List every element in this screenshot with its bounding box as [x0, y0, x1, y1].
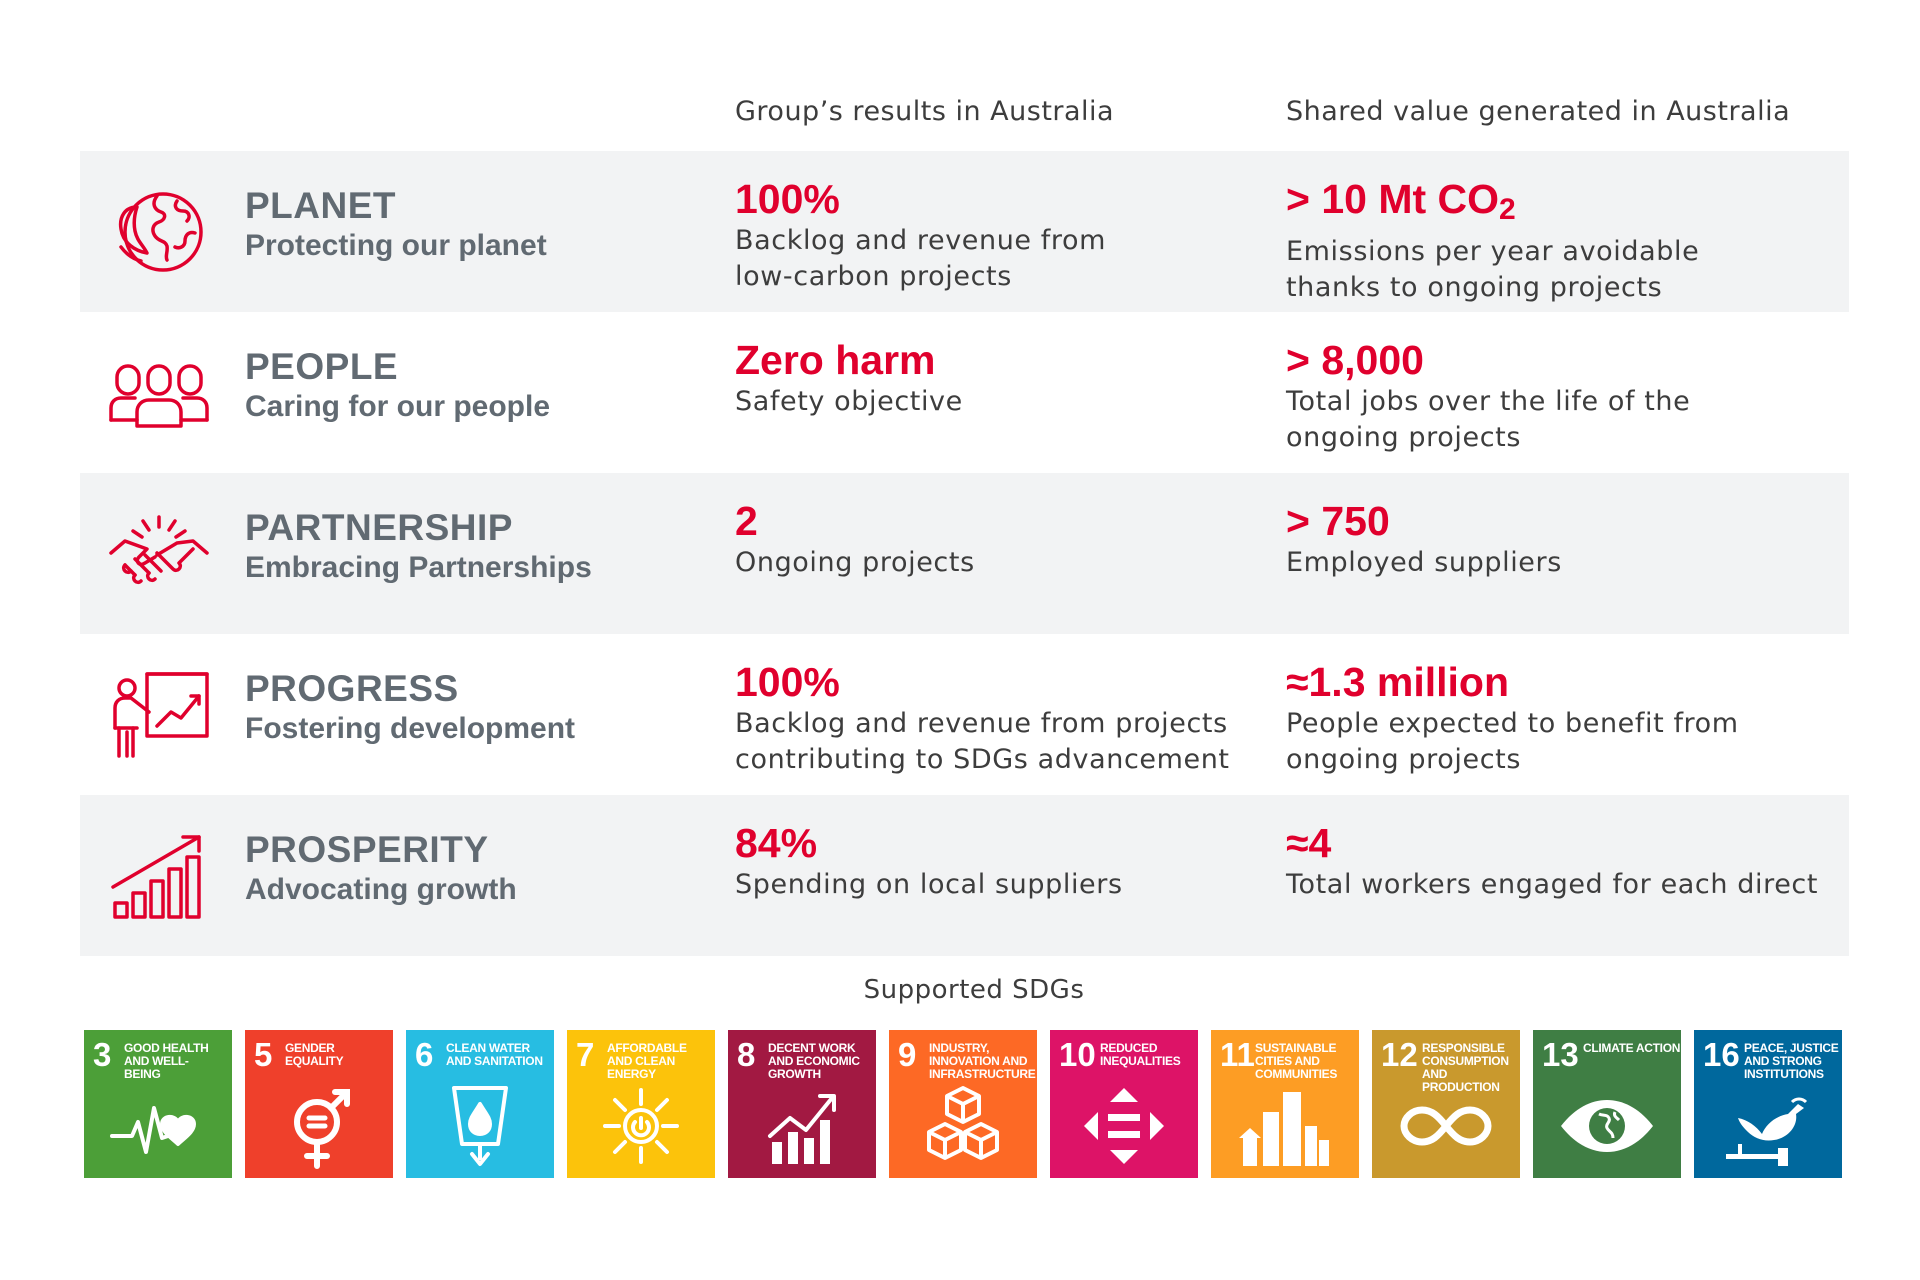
sun-power-icon — [603, 1088, 679, 1164]
shared-value-text: > 10 Mt CO — [1286, 176, 1500, 222]
sdg-number: 11 — [1220, 1036, 1255, 1073]
sdg-tile-13: 13 Climate action — [1533, 1030, 1681, 1178]
group-result-value: 100% — [735, 176, 840, 222]
sdg-number: 10 — [1059, 1036, 1096, 1073]
group-result: 84% Spending on local suppliers — [735, 819, 1255, 903]
sdg-tile-5: 5 Gender equality — [245, 1030, 393, 1178]
column-header-shared-value: Shared value generated in Australia — [1286, 96, 1791, 127]
sdg-label: Good health and well-being — [124, 1041, 209, 1081]
sdg-label: Reduced inequalities — [1100, 1041, 1181, 1068]
group-result-value: 100% — [735, 659, 840, 705]
group-result-desc: Safety objective — [735, 386, 963, 417]
gender-equality-icon — [294, 1089, 350, 1169]
sdg-tile-8: 8 Decent work and economic growth — [728, 1030, 876, 1178]
group-result-value: 84% — [735, 820, 818, 866]
shared-value: ≈1.3 million People expected to benefit … — [1286, 658, 1826, 778]
sdg-tile-3: 3 Good health and well-being — [84, 1030, 232, 1178]
pillar-title: PROGRESS — [245, 668, 459, 709]
growth-bars-icon — [768, 1094, 836, 1164]
equality-arrows-icon — [1084, 1088, 1164, 1164]
sdg-number: 9 — [898, 1036, 917, 1073]
water-drop-icon — [452, 1086, 508, 1166]
sdg-number: 3 — [93, 1036, 112, 1073]
pillar-subtitle: Caring for our people — [245, 390, 551, 423]
shared-value: ≈4 Total workers engaged for each direct — [1286, 819, 1826, 903]
group-result-desc: Ongoing projects — [735, 547, 975, 578]
group-result-desc: Spending on local suppliers — [735, 869, 1123, 900]
pillar-row-planet: PLANET Protecting our planet 100% Backlo… — [80, 151, 1849, 312]
group-result-value: 2 — [735, 498, 758, 544]
pillar-title: PROSPERITY — [245, 829, 489, 870]
sdg-number: 5 — [254, 1036, 273, 1073]
sdg-number: 16 — [1703, 1036, 1740, 1073]
sdg-number: 12 — [1381, 1036, 1418, 1073]
column-header-group-results: Group’s results in Australia — [735, 96, 1115, 127]
group-result: Zero harm Safety objective — [735, 336, 1255, 420]
heartbeat-icon — [110, 1106, 196, 1154]
planet-icon — [107, 187, 211, 277]
growth-chart-icon — [107, 831, 211, 921]
group-result-desc: Backlog and revenue from low-carbon proj… — [735, 225, 1107, 292]
presentation-icon — [107, 670, 211, 760]
group-result: 2 Ongoing projects — [735, 497, 1255, 581]
group-result: 100% Backlog and revenue from low-carbon… — [735, 175, 1255, 295]
shared-value-value: > 750 — [1286, 498, 1390, 544]
shared-value: > 750 Employed suppliers — [1286, 497, 1826, 581]
pillar-row-progress: PROGRESS Fostering development 100% Back… — [80, 634, 1849, 795]
shared-value-desc: Emissions per year avoidable thanks to o… — [1286, 236, 1700, 303]
sdg-caption: Supported SDGs — [863, 975, 1085, 1005]
shared-value: > 10 Mt CO2 Emissions per year avoidable… — [1286, 175, 1826, 306]
shared-value-subscript: 2 — [1499, 193, 1516, 226]
dove-gavel-icon — [1726, 1097, 1808, 1166]
pillar-row-prosperity: PROSPERITY Advocating growth 84% Spendin… — [80, 795, 1849, 956]
sdg-label: Peace, justice and strong institutions — [1744, 1041, 1839, 1081]
sdg-number: 7 — [576, 1036, 595, 1073]
pillar-row-people: PEOPLE Caring for our people Zero harm S… — [80, 312, 1849, 473]
shared-value-value: ≈1.3 million — [1286, 659, 1509, 705]
pillar-subtitle: Embracing Partnerships — [245, 551, 592, 584]
city-icon — [1239, 1092, 1329, 1166]
shared-value-desc: Total workers engaged for each direct — [1286, 869, 1819, 900]
sdg-tile-16: 16 Peace, justice and strong institution… — [1694, 1030, 1842, 1178]
sdg-number: 6 — [415, 1036, 434, 1073]
infinity-icon — [1400, 1106, 1492, 1146]
shared-value-desc: Total jobs over the life of the ongoing … — [1286, 386, 1691, 453]
cubes-icon — [927, 1086, 999, 1160]
eye-globe-icon — [1561, 1100, 1653, 1152]
shared-value-value: ≈4 — [1286, 820, 1332, 866]
shared-value-value: > 10 Mt CO2 — [1286, 175, 1826, 234]
shared-value-value: > 8,000 — [1286, 337, 1424, 383]
pillar-title: PLANET — [245, 185, 396, 226]
sdg-label: Clean water and sanitation — [446, 1041, 543, 1068]
sdg-number: 13 — [1542, 1036, 1579, 1073]
sdg-tile-6: 6 Clean water and sanitation — [406, 1030, 554, 1178]
handshake-icon — [107, 509, 211, 599]
group-result-desc: Backlog and revenue from projects contri… — [735, 708, 1230, 775]
sdg-label: Decent work and economic growth — [768, 1041, 860, 1081]
pillar-title: PARTNERSHIP — [245, 507, 513, 548]
sdg-label: Gender equality — [285, 1041, 344, 1068]
shared-value: > 8,000 Total jobs over the life of the … — [1286, 336, 1826, 456]
sdg-label: Sustainable cities and communities — [1255, 1041, 1338, 1081]
sdg-number: 8 — [737, 1036, 756, 1073]
sdg-tile-10: 10 Reduced inequalities — [1050, 1030, 1198, 1178]
sdg-tile-12: 12 Responsible consumption and productio… — [1372, 1030, 1520, 1178]
pillar-row-partnership: PARTNERSHIP Embracing Partnerships 2 Ong… — [80, 473, 1849, 634]
sdg-label: Industry, innovation and infrastructure — [929, 1041, 1036, 1081]
pillar-subtitle: Advocating growth — [245, 873, 517, 906]
sdg-label: Climate action — [1583, 1041, 1681, 1055]
pillar-subtitle: Fostering development — [245, 712, 576, 745]
sdg-label: Affordable and clean energy — [607, 1041, 687, 1081]
shared-value-desc: People expected to benefit from ongoing … — [1286, 708, 1739, 775]
pillar-subtitle: Protecting our planet — [245, 229, 547, 262]
group-result-value: Zero harm — [735, 337, 936, 383]
group-result: 100% Backlog and revenue from projects c… — [735, 658, 1255, 778]
sdg-tile-9: 9 Industry, innovation and infrastructur… — [889, 1030, 1037, 1178]
shared-value-desc: Employed suppliers — [1286, 547, 1562, 578]
sdg-tile-7: 7 Affordable and clean energy — [567, 1030, 715, 1178]
pillar-title: PEOPLE — [245, 346, 399, 387]
sdg-tile-11: 11 Sustainable cities and communities — [1211, 1030, 1359, 1178]
people-icon — [107, 348, 211, 438]
sdg-label: Responsible consumption and production — [1422, 1041, 1509, 1094]
